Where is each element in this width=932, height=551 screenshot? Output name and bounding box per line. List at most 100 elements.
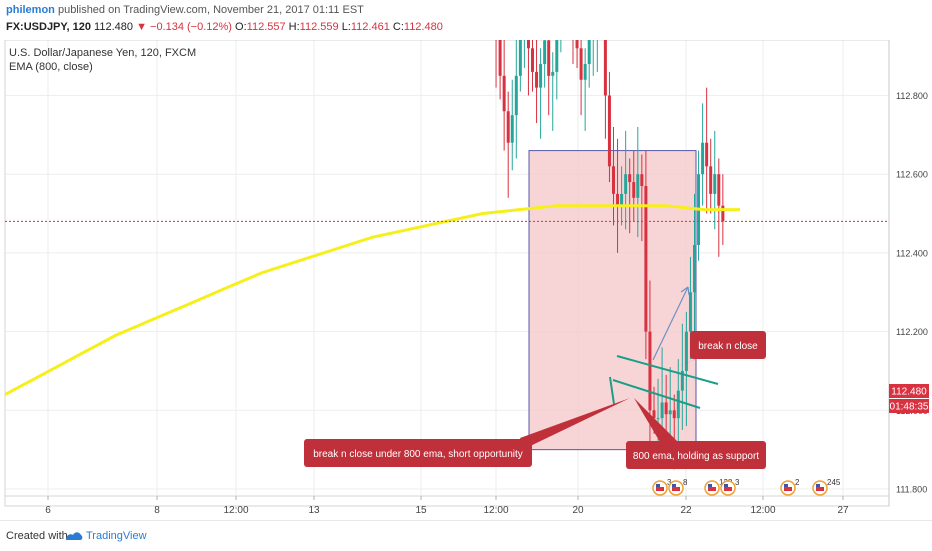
candle-body (656, 418, 660, 420)
chart-title: U.S. Dollar/Japanese Yen, 120, FXCM (9, 47, 196, 59)
plot-frame (4, 40, 890, 507)
price-badge-text: 112.480 (891, 387, 927, 398)
candle-body (676, 390, 680, 419)
candle-body (688, 292, 692, 332)
event-marker[interactable]: 245 (812, 478, 841, 496)
chart-grid (5, 40, 889, 496)
candle-body (624, 174, 628, 194)
candle-body (539, 64, 543, 88)
callout-text: break n close (698, 341, 758, 352)
candle-body (648, 331, 652, 411)
event-marker[interactable]: 8 (668, 478, 688, 496)
event-marker[interactable]: 3 (720, 478, 740, 496)
countdown-text: 01:48:35 (890, 402, 929, 413)
symbol-label[interactable]: FX:USDJPY, 120 (6, 21, 91, 33)
candle-body (713, 174, 717, 194)
y-tick-label: 112.800 (896, 91, 928, 101)
countdown-badge: 01:48:35 (889, 399, 929, 413)
candle-body (612, 166, 615, 194)
flag-canton (784, 484, 788, 487)
candle-body (526, 40, 530, 49)
ohlc-line: FX:USDJPY, 120 112.480 ▼ −0.134 (−0.12%)… (6, 21, 443, 33)
tradingview-link[interactable]: TradingView (86, 530, 147, 542)
event-marker[interactable]: 2 (780, 478, 800, 496)
zone-layer (528, 150, 697, 451)
flag-canton (656, 484, 660, 487)
candle-body (506, 111, 510, 143)
flag-canton (724, 484, 728, 487)
open-label: O: (235, 21, 247, 33)
flag-stripe (656, 487, 664, 491)
event-count: 8 (683, 478, 688, 487)
x-tick-label: 20 (572, 505, 584, 516)
arrow-head-icon (680, 286, 690, 296)
candle-body (717, 174, 721, 206)
callout-box[interactable] (690, 331, 766, 359)
candle-body (603, 40, 607, 96)
projection-arrow-line (652, 286, 689, 361)
candle-body (636, 174, 640, 198)
event-marker[interactable]: 3 (652, 478, 672, 496)
x-tick-label: 22 (680, 505, 692, 516)
footer-bar: Created with TradingView (0, 520, 932, 551)
countdown-badge-bg (889, 399, 929, 413)
candle-body (628, 174, 632, 183)
candle-body (693, 245, 696, 293)
flag-canton (708, 484, 712, 487)
callout-box[interactable] (626, 441, 766, 469)
candle-body (652, 410, 656, 419)
price-axis[interactable]: 111.800112.000112.200112.400112.600112.8… (896, 40, 928, 495)
candle-body (579, 48, 583, 80)
price-chart[interactable]: 111.800112.000112.200112.400112.600112.8… (0, 40, 932, 520)
event-count: 3 (735, 478, 740, 487)
candle-body (535, 71, 539, 88)
candle-body (531, 48, 534, 72)
candle-body (721, 205, 725, 222)
drawing-layer: break n close under 800 ema, short oppor… (304, 286, 766, 469)
x-tick-label: 6 (45, 505, 51, 516)
time-axis[interactable]: 6 8 12:00 13 15 12:00 20 22 12:00 27 (45, 496, 849, 516)
low-label: L: (341, 21, 351, 33)
candle-body (668, 410, 672, 415)
candle-body (620, 193, 624, 206)
candle-body (514, 75, 518, 116)
close-value: 112.480 (403, 21, 443, 33)
candle-body (701, 142, 705, 175)
price-badge: 112.480 (889, 384, 929, 398)
last-price: 112.480 (94, 21, 133, 33)
author-link[interactable]: philemon (6, 4, 55, 16)
candle-body (616, 193, 620, 206)
candle-body (587, 40, 591, 65)
callout-box[interactable] (304, 439, 532, 467)
x-tick-label: 12:00 (223, 505, 248, 516)
breakout-line (609, 376, 615, 405)
candle-body (547, 40, 551, 76)
callout-text: 800 ema, holding as support (633, 451, 759, 462)
tradingview-logo-icon[interactable] (64, 529, 84, 543)
event-count: 2 (795, 478, 800, 487)
flag-stripe (708, 487, 716, 491)
event-count: 3 (667, 478, 672, 487)
candle-body (607, 95, 611, 167)
candle-body (498, 40, 502, 76)
candle-body (684, 331, 688, 371)
publish-info: published on TradingView.com, November 2… (57, 4, 364, 16)
flag-stripe (784, 487, 792, 491)
candle-body (518, 40, 522, 76)
candle-body (644, 186, 648, 332)
price-change: −0.134 (−0.12%) (150, 21, 232, 33)
ema-800-line (4, 204, 740, 396)
flag-stripe (672, 487, 680, 491)
low-value: 112.461 (350, 21, 390, 33)
candle-body (502, 75, 506, 112)
event-markers: 3812832245 (652, 478, 841, 496)
high-value: 112.559 (299, 21, 339, 33)
candle-body (664, 402, 668, 415)
indicator-label[interactable]: EMA (800, close) (9, 61, 93, 73)
candle-body (705, 142, 709, 167)
lower-trend-line (612, 379, 701, 409)
candle-body (640, 174, 644, 187)
callout-pointer (634, 398, 678, 442)
price-badge-bg (889, 384, 929, 398)
callout-text: break n close under 800 ema, short oppor… (313, 449, 523, 460)
